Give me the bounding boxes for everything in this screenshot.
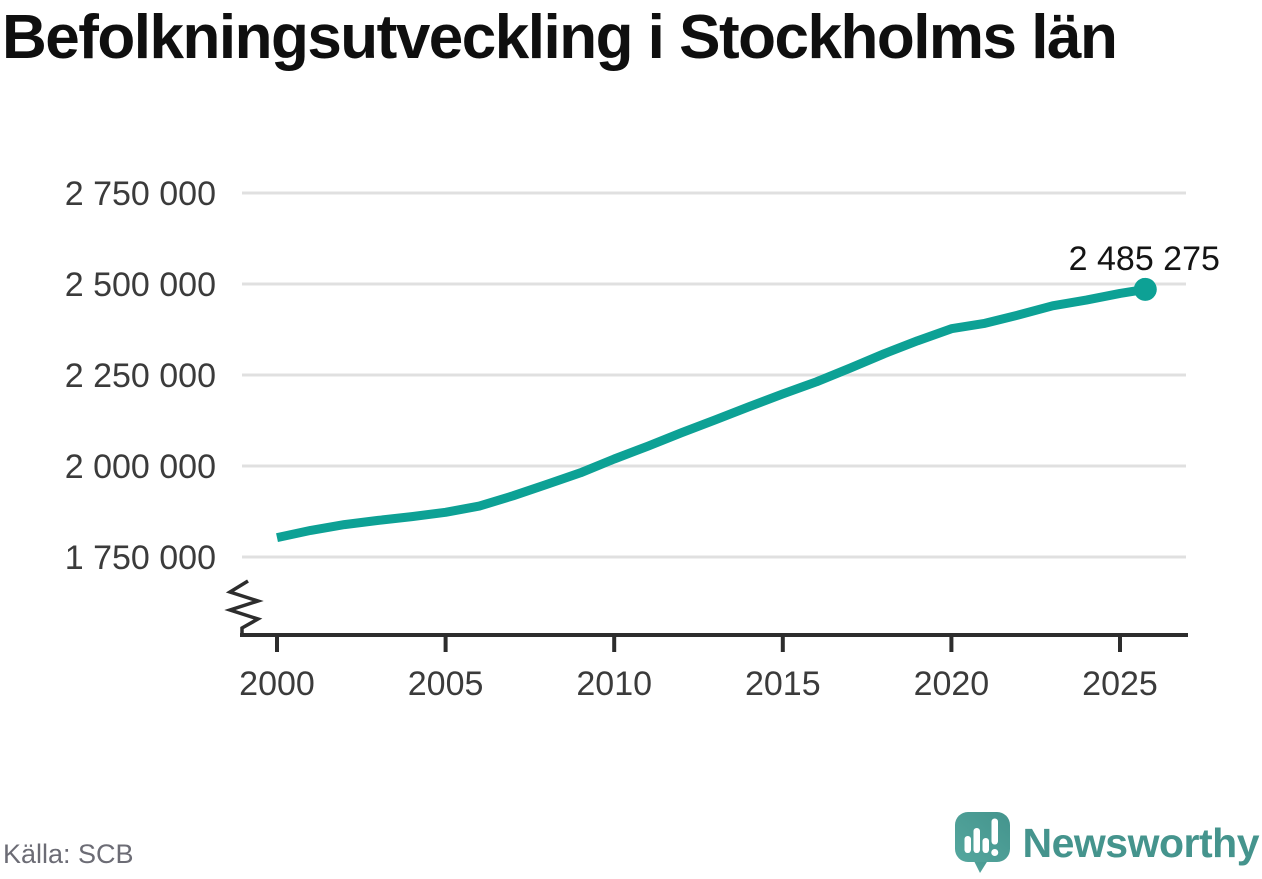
logo-bar-1	[964, 836, 971, 853]
population-line-series	[276, 284, 1147, 543]
page-title: Befolkningsutveckling i Stockholms län	[2, 3, 1118, 72]
y-axis-tick-label: 2 000 000	[65, 448, 216, 486]
latest-value-label: 2 485 275	[1069, 240, 1220, 278]
x-axis-tick-label: 2015	[745, 665, 821, 703]
logo-exclamation-bar	[991, 818, 998, 845]
x-axis-tick-label: 2005	[408, 665, 484, 703]
x-axis-tick-label: 2020	[914, 665, 990, 703]
source-label: Källa: SCB	[3, 839, 134, 869]
y-axis-tick-label: 2 500 000	[65, 266, 216, 304]
logo-bar-2	[973, 828, 980, 853]
latest-point-marker	[1133, 277, 1157, 301]
logo-exclamation-dot	[990, 849, 998, 856]
x-axis-tick-label: 2025	[1082, 665, 1158, 703]
logo-bar-3	[982, 838, 989, 853]
y-axis-tick-label: 1 750 000	[65, 539, 216, 577]
logo-bubble	[954, 812, 1010, 862]
y-axis-break-icon	[224, 579, 264, 636]
newsworthy-logo: Newsworthy	[954, 811, 1260, 875]
x-axis-tick-label: 2010	[576, 665, 652, 703]
newsworthy-logo-icon	[954, 812, 1010, 873]
newsworthy-logo-text: Newsworthy	[1022, 819, 1260, 866]
y-axis-tick-label: 2 750 000	[65, 175, 216, 213]
x-axis-tick-label: 2000	[239, 665, 315, 703]
y-axis-tick-label: 2 250 000	[65, 357, 216, 395]
